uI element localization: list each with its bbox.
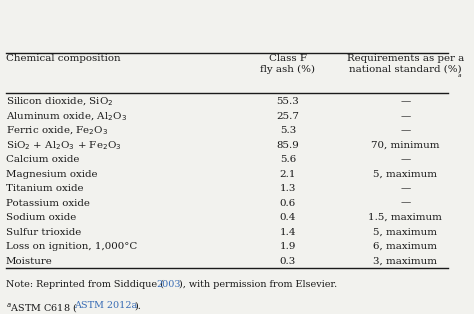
Text: $^{a}$ASTM C618 (: $^{a}$ASTM C618 ( — [6, 301, 77, 314]
Text: Magnesium oxide: Magnesium oxide — [6, 170, 97, 179]
Text: 2.1: 2.1 — [280, 170, 296, 179]
Text: 70, minimum: 70, minimum — [371, 141, 439, 150]
Text: Requirements as per a
national standard (%): Requirements as per a national standard … — [346, 55, 464, 74]
Text: 0.6: 0.6 — [280, 199, 296, 208]
Text: 6, maximum: 6, maximum — [373, 242, 437, 251]
Text: Sulfur trioxide: Sulfur trioxide — [6, 228, 81, 237]
Text: —: — — [400, 112, 410, 121]
Text: 5, maximum: 5, maximum — [373, 170, 437, 179]
Text: ).: ). — [134, 301, 141, 310]
Text: Moisture: Moisture — [6, 257, 53, 266]
Text: $^{a}$: $^{a}$ — [457, 73, 462, 81]
Text: 5.6: 5.6 — [280, 155, 296, 164]
Text: Sodium oxide: Sodium oxide — [6, 213, 76, 222]
Text: Potassium oxide: Potassium oxide — [6, 199, 90, 208]
Text: Titanium oxide: Titanium oxide — [6, 184, 83, 193]
Text: Note: Reprinted from Siddique (: Note: Reprinted from Siddique ( — [6, 280, 164, 289]
Text: —: — — [400, 199, 410, 208]
Text: Aluminum oxide, Al$_2$O$_3$: Aluminum oxide, Al$_2$O$_3$ — [6, 110, 127, 123]
Text: —: — — [400, 126, 410, 135]
Text: 2003: 2003 — [156, 280, 181, 289]
Text: 1.4: 1.4 — [280, 228, 296, 237]
Text: 1.5, maximum: 1.5, maximum — [368, 213, 442, 222]
Text: 3, maximum: 3, maximum — [373, 257, 437, 266]
Text: 5.3: 5.3 — [280, 126, 296, 135]
Text: Loss on ignition, 1,000°C: Loss on ignition, 1,000°C — [6, 242, 137, 251]
Text: 85.9: 85.9 — [276, 141, 299, 150]
Text: —: — — [400, 97, 410, 106]
Text: 1.3: 1.3 — [280, 184, 296, 193]
Text: Calcium oxide: Calcium oxide — [6, 155, 79, 164]
Text: 55.3: 55.3 — [276, 97, 299, 106]
Text: Chemical composition: Chemical composition — [6, 55, 120, 63]
Text: 0.4: 0.4 — [280, 213, 296, 222]
Text: ASTM 2012a: ASTM 2012a — [74, 301, 137, 310]
Text: Class F
fly ash (%): Class F fly ash (%) — [260, 55, 315, 74]
Text: Ferric oxide, Fe$_2$O$_3$: Ferric oxide, Fe$_2$O$_3$ — [6, 125, 108, 137]
Text: 1.9: 1.9 — [280, 242, 296, 251]
Text: SiO$_2$ + Al$_2$O$_3$ + Fe$_2$O$_3$: SiO$_2$ + Al$_2$O$_3$ + Fe$_2$O$_3$ — [6, 139, 121, 152]
Text: —: — — [400, 155, 410, 164]
Text: ), with permission from Elsevier.: ), with permission from Elsevier. — [180, 280, 337, 289]
Text: 25.7: 25.7 — [276, 112, 299, 121]
Text: 0.3: 0.3 — [280, 257, 296, 266]
Text: 5, maximum: 5, maximum — [373, 228, 437, 237]
Text: —: — — [400, 184, 410, 193]
Text: Silicon dioxide, SiO$_2$: Silicon dioxide, SiO$_2$ — [6, 95, 113, 108]
